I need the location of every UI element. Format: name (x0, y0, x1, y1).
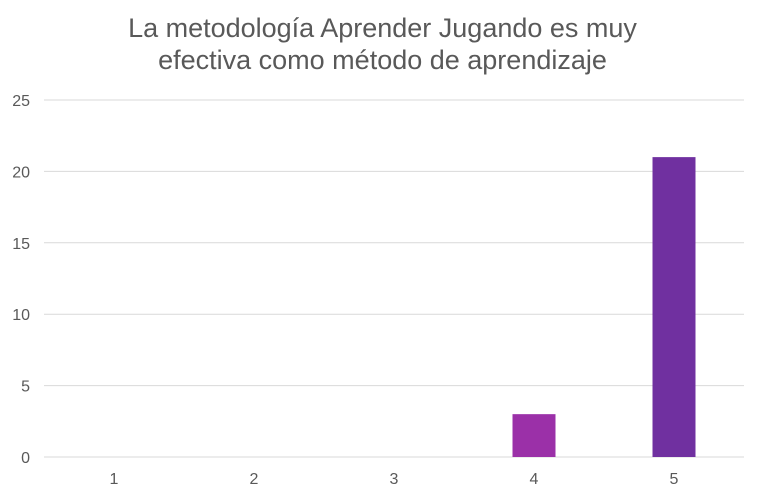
y-tick-label: 20 (12, 164, 30, 181)
y-axis-tick-labels: 0 5 10 15 20 25 (12, 93, 30, 467)
y-tick-label: 15 (12, 236, 30, 253)
bar-5 (652, 157, 696, 457)
x-axis-tick-labels: 1 2 3 4 5 (110, 471, 679, 488)
x-tick-label: 1 (110, 471, 119, 488)
x-tick-label: 3 (390, 471, 399, 488)
bar-4 (512, 414, 556, 457)
chart-title-line-1: La metodología Aprender Jugando es muy (128, 13, 637, 43)
y-tick-label: 0 (21, 450, 30, 467)
bars (512, 157, 696, 457)
chart-title-line-2: efectiva como método de aprendizaje (158, 45, 607, 75)
chart-title: La metodología Aprender Jugando es muy e… (0, 12, 765, 76)
x-tick-label: 2 (250, 471, 259, 488)
x-tick-label: 5 (670, 471, 679, 488)
y-tick-label: 25 (12, 93, 30, 110)
y-tick-label: 5 (21, 379, 30, 396)
x-tick-label: 4 (530, 471, 539, 488)
y-tick-label: 10 (12, 307, 30, 324)
gridlines (44, 99, 744, 458)
